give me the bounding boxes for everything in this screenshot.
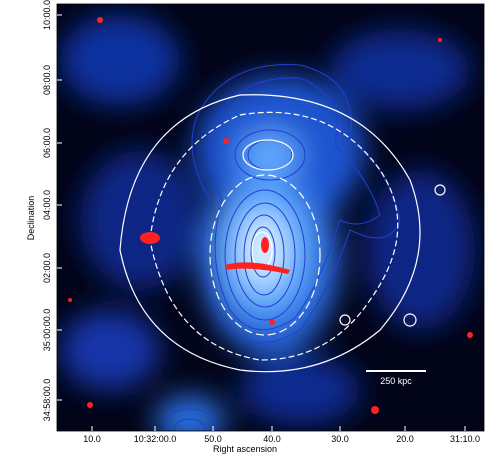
x-tick-label: 40.0 <box>263 434 281 444</box>
x-tick-label: 10.0 <box>83 434 101 444</box>
x-tick-label: 50.0 <box>204 434 222 444</box>
frame <box>56 3 485 432</box>
y-tick-label: 06:00.0 <box>42 128 52 158</box>
x-tick-label: 30.0 <box>331 434 349 444</box>
y-tick-label: 35:00:00.0 <box>42 309 52 352</box>
white-contours <box>119 94 446 373</box>
x-axis-label: Right ascension <box>213 444 277 454</box>
y-tick-label: 34:58:00.0 <box>42 379 52 422</box>
y-tick-label: 04:00.0 <box>42 190 52 220</box>
y-axis-label: Declination <box>26 196 36 241</box>
x-tick-label: 10:32:00.0 <box>134 434 177 444</box>
y-tick-label: 10:00.0 <box>42 0 52 30</box>
blue-contours <box>164 64 401 431</box>
radio-sources <box>68 17 473 414</box>
x-tick-label: 20.0 <box>396 434 414 444</box>
y-tick-label: 02:00.0 <box>42 253 52 283</box>
ticks: 10.0 10:32:00.0 50.0 40.0 30.0 20.0 31:10.0 10:… <box>42 0 480 444</box>
scale-bar-label: 250 kpc <box>380 376 412 386</box>
image: 250 kpc <box>57 4 484 431</box>
x-tick-label: 31:10.0 <box>450 434 480 444</box>
y-tick-label: 08:00.0 <box>42 65 52 95</box>
